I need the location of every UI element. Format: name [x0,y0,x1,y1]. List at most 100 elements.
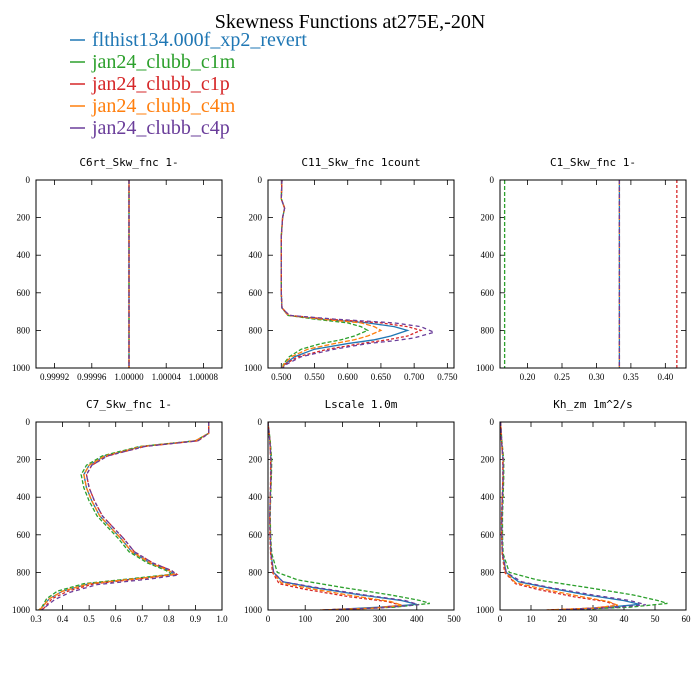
series-line [40,422,210,610]
x-tick-label: 0.99992 [40,372,69,382]
legend-item: jan24_clubb_c1p [70,73,230,95]
y-tick-label: 800 [249,325,263,335]
x-tick-label: 300 [373,614,387,624]
x-tick-label: 0.25 [554,372,570,382]
y-tick-label: 400 [481,250,495,260]
x-tick-label: 0.500 [271,372,292,382]
y-tick-label: 600 [249,530,263,540]
y-tick-label: 1000 [244,363,263,373]
chart-panel: C1_Skw_fnc 1- 0 200 400 600 800 1000 0.20 0.25 0.… [476,156,687,382]
series-line [280,180,383,368]
y-tick-label: 0 [26,417,31,427]
y-tick-label: 800 [17,567,31,577]
plot-frame [267,179,455,369]
x-tick-label: 1.00008 [189,372,219,382]
x-tick-label: 0.7 [137,614,149,624]
series-line [268,422,431,610]
y-tick-label: 200 [17,213,31,223]
y-tick-label: 200 [17,455,31,465]
x-tick-label: 0.35 [623,372,639,382]
legend-item: jan24_clubb_c4m [70,95,236,117]
panel-title: Kh_zm 1m^2/s [553,398,632,411]
y-tick-label: 400 [249,492,263,502]
y-tick-label: 600 [17,530,31,540]
y-tick-label: 400 [17,250,31,260]
legend-item: jan24_clubb_c1m [70,51,236,73]
plot-frame [267,421,455,611]
y-tick-label: 400 [17,492,31,502]
plot-frame [35,179,223,369]
y-tick-label: 600 [481,288,495,298]
series-line [38,422,210,610]
x-tick-label: 60 [682,614,692,624]
y-tick-label: 1000 [12,605,31,615]
x-tick-label: 20 [558,614,568,624]
figure-title: Skewness Functions at275E,-20N [215,11,486,33]
x-tick-label: 0.550 [304,372,325,382]
y-tick-label: 600 [249,288,263,298]
y-tick-label: 200 [249,455,263,465]
y-tick-label: 800 [249,567,263,577]
series-line [268,422,403,610]
y-tick-label: 1000 [12,363,31,373]
x-tick-label: 1.0 [216,614,228,624]
x-tick-label: 0.4 [57,614,69,624]
x-tick-label: 0.750 [437,372,458,382]
x-tick-label: 0.5 [84,614,96,624]
y-tick-label: 1000 [476,605,495,615]
series-group [38,422,210,610]
x-tick-label: 0.650 [371,372,392,382]
series-line [500,422,668,610]
series-group [280,180,437,368]
x-tick-label: 0.3 [30,614,42,624]
x-tick-label: 0.30 [589,372,605,382]
series-group [268,422,431,610]
x-tick-label: 30 [589,614,599,624]
series-line [268,422,419,610]
x-tick-label: 0.600 [338,372,359,382]
plot-frame [499,179,687,369]
series-group [503,180,678,368]
panel-title: C11_Skw_fnc 1count [301,156,420,169]
y-tick-label: 0 [490,417,495,427]
x-tick-label: 0.6 [110,614,122,624]
y-tick-label: 0 [258,417,263,427]
series-line [40,422,210,610]
x-tick-label: 0.99996 [77,372,107,382]
series-group [500,422,668,610]
y-tick-label: 0 [258,175,263,185]
y-tick-label: 800 [481,567,495,577]
panel-title: Lscale 1.0m [325,398,398,411]
y-tick-label: 800 [481,325,495,335]
y-tick-label: 200 [481,213,495,223]
x-tick-label: 40 [620,614,630,624]
y-tick-label: 1000 [244,605,263,615]
legend-item: flthist134.000f_xp2_revert [70,29,307,51]
x-tick-label: 400 [410,614,424,624]
series-line [280,180,423,368]
legend: flthist134.000f_xp2_revertjan24_clubb_c1… [70,29,307,139]
y-tick-label: 1000 [476,363,495,373]
y-tick-label: 400 [481,492,495,502]
legend-label: flthist134.000f_xp2_revert [92,29,307,51]
plot-frame [499,421,687,611]
x-tick-label: 100 [298,614,312,624]
y-tick-label: 600 [481,530,495,540]
x-tick-label: 1.00004 [152,372,182,382]
x-tick-label: 0.9 [190,614,202,624]
y-tick-label: 200 [249,213,263,223]
x-tick-label: 200 [336,614,350,624]
x-tick-label: 0 [266,614,271,624]
x-tick-label: 0.700 [404,372,425,382]
series-line [500,422,646,610]
chart-panel: C6rt_Skw_fnc 1- 0 200 400 600 800 1000 0.99992 0… [12,156,223,382]
panel-title: C6rt_Skw_fnc 1- [79,156,178,169]
series-line [268,422,417,610]
x-tick-label: 0.8 [163,614,175,624]
x-tick-label: 50 [651,614,661,624]
legend-item: jan24_clubb_c4p [70,117,230,139]
legend-label: jan24_clubb_c4m [91,95,236,117]
